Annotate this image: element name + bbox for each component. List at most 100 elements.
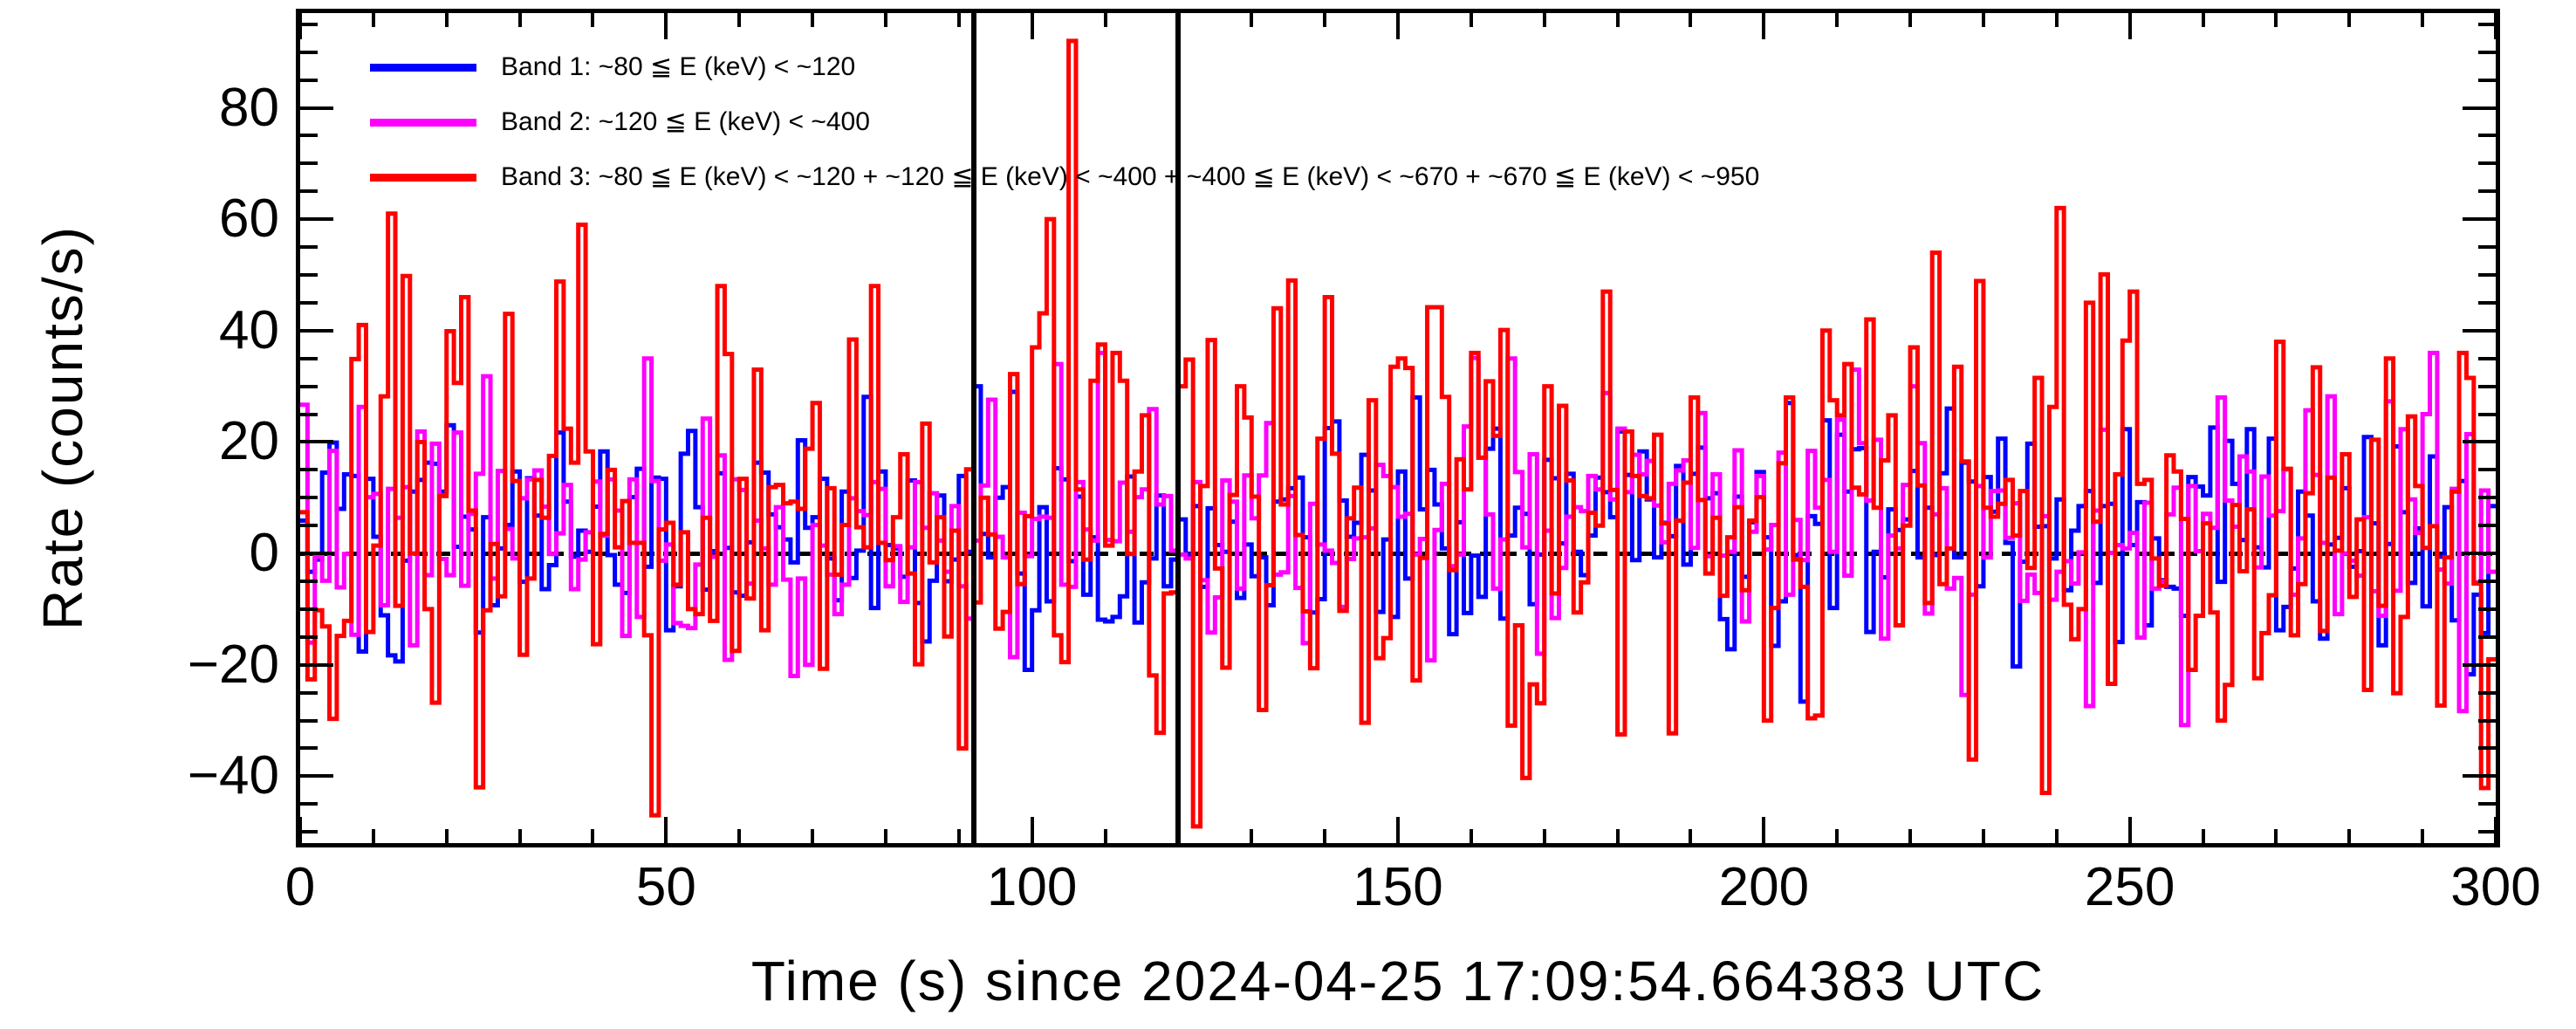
y-tick-right: [2478, 50, 2496, 54]
x-tick-top: [2494, 13, 2497, 39]
x-tick-bottom: [517, 829, 522, 843]
y-tick-left: [300, 607, 318, 611]
y-tick-left: [300, 189, 318, 194]
y-tick-left: [300, 300, 318, 305]
x-tick-bottom: [2421, 829, 2425, 843]
y-tick-right: [2478, 718, 2496, 723]
y-tick-right: [2463, 440, 2496, 444]
y-tick-label: 40: [219, 299, 279, 360]
y-tick-left: [300, 78, 318, 82]
x-tick-bottom: [2127, 817, 2132, 843]
y-tick-right: [2478, 245, 2496, 250]
legend-row-band-3: Band 3: ~80 ≦ E (keV) < ~120 + ~120 ≦ E …: [370, 161, 1759, 193]
x-tick-top: [1323, 13, 1327, 27]
y-tick-left: [300, 50, 318, 54]
y-tick-right: [2478, 746, 2496, 751]
x-tick-top: [2127, 13, 2132, 39]
interval-marker-start: [970, 13, 976, 843]
y-tick-right: [2478, 412, 2496, 416]
y-tick-right: [2478, 802, 2496, 806]
x-tick-top: [664, 13, 668, 39]
x-tick-bottom: [1908, 829, 1913, 843]
x-tick-top: [2054, 13, 2059, 27]
x-tick-label: 50: [635, 857, 696, 917]
y-tick-left: [300, 690, 318, 695]
y-tick-left: [300, 580, 318, 584]
x-tick-bottom: [2347, 829, 2352, 843]
x-tick-top: [591, 13, 595, 27]
plot-clip-region: [300, 13, 2496, 843]
x-tick-bottom: [2054, 829, 2059, 843]
y-tick-right: [2478, 22, 2496, 26]
y-tick-label: 20: [219, 411, 279, 472]
y-tick-right: [2478, 607, 2496, 611]
x-tick-top: [1542, 13, 1546, 27]
x-tick-top: [737, 13, 742, 27]
y-tick-left: [300, 662, 333, 667]
x-tick-bottom: [2274, 829, 2278, 843]
y-tick-left: [300, 830, 318, 834]
y-tick-left: [300, 468, 318, 472]
y-tick-left: [300, 440, 333, 444]
x-tick-label: 150: [1353, 857, 1443, 917]
y-tick-label: −20: [187, 634, 279, 695]
x-tick-top: [1762, 13, 1766, 39]
y-tick-right: [2478, 78, 2496, 82]
x-tick-top: [2421, 13, 2425, 27]
x-tick-top: [1103, 13, 1107, 27]
y-tick-left: [300, 134, 318, 138]
light-curve-series-canvas: [300, 13, 2496, 843]
legend-line-band-2: [370, 118, 476, 127]
series-band-1: [300, 387, 2496, 702]
x-tick-label: 200: [1718, 857, 1810, 917]
x-tick-bottom: [1689, 829, 1693, 843]
y-tick-left: [300, 245, 318, 250]
x-tick-bottom: [1542, 829, 1546, 843]
y-tick-label: −40: [187, 745, 279, 806]
y-tick-right: [2478, 300, 2496, 305]
x-tick-top: [1981, 13, 1985, 27]
x-tick-bottom: [1762, 817, 1766, 843]
x-tick-top: [1689, 13, 1693, 27]
y-tick-right: [2463, 328, 2496, 333]
y-tick-right: [2478, 161, 2496, 166]
y-tick-left: [300, 106, 333, 110]
y-tick-right: [2478, 468, 2496, 472]
y-tick-left: [300, 774, 333, 779]
x-tick-bottom: [1835, 829, 1840, 843]
plot-area: 0 50 100 150 200 250 300 −40 −20 0 20 40 60 80 Band 1:…: [188, 9, 2541, 915]
x-tick-top: [371, 13, 375, 27]
x-tick-label: 250: [2084, 857, 2175, 917]
y-tick-left: [300, 356, 318, 360]
y-tick-right: [2478, 272, 2496, 277]
x-axis-title: Time (s) since 2024-04-25 17:09:54.66438…: [750, 950, 2045, 1012]
x-tick-top: [1908, 13, 1913, 27]
y-tick-right: [2463, 662, 2496, 667]
x-tick-bottom: [1030, 817, 1034, 843]
x-tick-top: [1615, 13, 1620, 27]
legend-label-band-1: Band 1: ~80 ≦ E (keV) < ~120: [501, 52, 856, 81]
y-tick-right: [2463, 774, 2496, 779]
y-tick-left: [300, 272, 318, 277]
x-tick-top: [956, 13, 961, 27]
series-band-3: [300, 41, 2496, 827]
x-tick-bottom: [1615, 829, 1620, 843]
x-tick-top: [2347, 13, 2352, 27]
x-tick-top: [517, 13, 522, 27]
x-tick-bottom: [298, 817, 302, 843]
x-tick-bottom: [1469, 829, 1473, 843]
y-tick-left: [300, 746, 318, 751]
y-tick-left: [300, 412, 318, 416]
x-tick-top: [2274, 13, 2278, 27]
x-tick-bottom: [1323, 829, 1327, 843]
y-tick-right: [2463, 106, 2496, 110]
y-tick-right: [2478, 134, 2496, 138]
y-tick-left: [300, 635, 318, 639]
legend-label-band-2: Band 2: ~120 ≦ E (keV) < ~400: [501, 107, 870, 136]
y-tick-right: [2478, 356, 2496, 360]
y-tick-left: [300, 217, 333, 222]
y-tick-left: [300, 802, 318, 806]
legend-line-band-3: [370, 173, 476, 182]
x-tick-top: [1396, 13, 1400, 39]
y-tick-left: [300, 161, 318, 166]
